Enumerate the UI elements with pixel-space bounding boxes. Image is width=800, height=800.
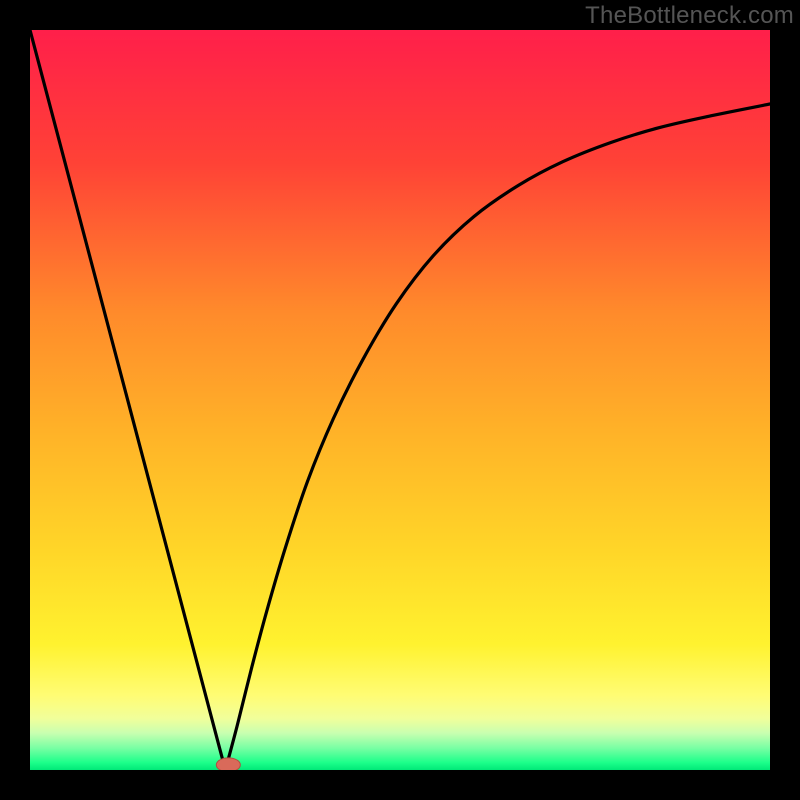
plot-area bbox=[30, 30, 770, 770]
watermark-text: TheBottleneck.com bbox=[585, 2, 794, 30]
min-marker bbox=[30, 30, 770, 770]
chart-container: { "watermark": { "text": "TheBottleneck.… bbox=[0, 0, 800, 800]
